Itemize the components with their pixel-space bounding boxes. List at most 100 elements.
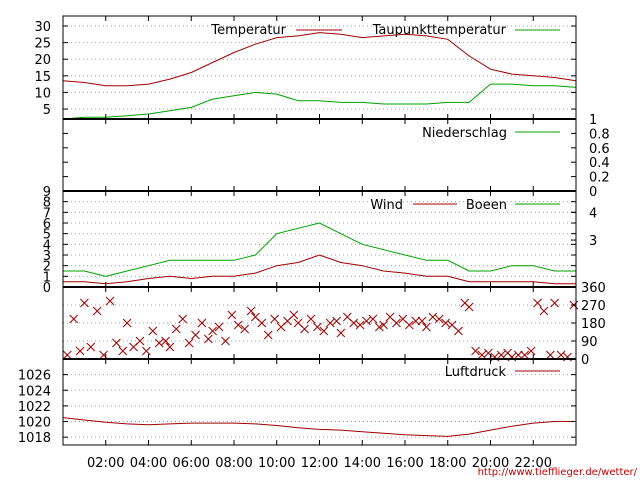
wind-direction-point [233, 320, 243, 330]
wind-direction-point [520, 350, 530, 360]
y-tick-label-wind: 3 [43, 249, 51, 264]
wind-direction-point [404, 320, 414, 330]
wind-direction-point [374, 322, 384, 332]
legend-label-wind: Wind [370, 198, 403, 213]
y2-tick-label-wind-direction: 90 [581, 335, 598, 350]
y2-tick-label-wind-direction: 360 [581, 281, 606, 296]
x-tick-label: 20:00 [472, 456, 509, 471]
wind-direction-point [550, 298, 559, 308]
wind-direction-point [545, 350, 555, 360]
y2-tick-label-wind: 4 [589, 206, 597, 221]
y2-tick-label-wind-direction: 270 [581, 299, 606, 314]
legend-niederschlag: Niederschlag [422, 126, 560, 141]
y-tick-label-wind: 8 [43, 196, 51, 211]
wind-direction-point [257, 318, 267, 328]
y-tick-label-pressure: 1020 [18, 416, 51, 431]
wind-direction-point [122, 318, 132, 328]
wind-direction-point [214, 322, 224, 332]
wind-direction-point [464, 302, 474, 312]
wind-direction-point [135, 336, 145, 346]
source-credit: http://www.tiefflieger.de/wetter/ [478, 467, 638, 478]
axis-layer: 5101520253000.20.40.60.81012345678934090… [18, 15, 610, 471]
wind-direction-point [392, 318, 401, 328]
y-tick-label-pressure: 1022 [18, 400, 51, 415]
wind-direction-point [362, 316, 371, 326]
y-tick-label-temperature: 10 [34, 86, 51, 101]
y2-tick-label-precipitation: 0.4 [589, 156, 610, 171]
wind-direction-point [263, 330, 273, 340]
wind-direction-point [105, 296, 115, 306]
y-tick-label-wind: 9 [43, 185, 51, 200]
wind-direction-point [313, 322, 322, 332]
y-tick-label-temperature: 25 [34, 37, 51, 52]
x-tick-label: 06:00 [173, 456, 210, 471]
y-tick-label-temperature: 30 [34, 20, 51, 35]
wind-direction-point [336, 328, 346, 338]
grid-layer [63, 25, 576, 438]
wind-direction-point [556, 350, 566, 360]
y-tick-label-pressure: 1026 [18, 369, 51, 384]
legend-temperatur: Temperatur [210, 23, 342, 38]
wind-direction-point [434, 314, 444, 324]
wind-direction-point [513, 350, 523, 360]
wind-direction-point [80, 298, 89, 308]
y-tick-label-wind: 7 [43, 206, 51, 221]
legend-label-luftdruck: Luftdruck [445, 365, 507, 380]
wind-direction-point [221, 336, 230, 346]
y-tick-label-temperature: 20 [34, 53, 51, 68]
y-tick-label-temperature: 5 [43, 103, 51, 118]
y2-tick-label-precipitation: 0.2 [589, 171, 610, 186]
wind-direction-point [289, 310, 299, 320]
legend-taupunkttemperatur: Taupunkttemperatur [372, 23, 560, 38]
y2-tick-label-wind-direction: 180 [581, 317, 606, 332]
wind-direction-point [411, 316, 421, 326]
x-tick-label: 22:00 [515, 456, 552, 471]
wind-direction-point [300, 324, 309, 334]
y2-tick-label-precipitation: 0.6 [589, 142, 610, 157]
y-tick-label-temperature: 15 [34, 70, 51, 85]
wind-direction-point [75, 346, 85, 356]
wind-direction-point [368, 314, 378, 324]
wind-direction-point [441, 318, 450, 328]
y-tick-label-wind: 5 [43, 228, 51, 243]
plot-frame [62, 15, 577, 446]
wind-direction-point [184, 338, 194, 348]
legend-label-niederschlag: Niederschlag [422, 126, 507, 141]
wind-direction-point [165, 342, 175, 352]
x-tick-label: 14:00 [344, 456, 381, 471]
wind-direction-point [428, 312, 438, 322]
x-tick-label: 08:00 [215, 456, 252, 471]
wind-direction-point [203, 334, 213, 344]
wind-direction-point [332, 316, 341, 326]
wind-direction-point [148, 326, 158, 336]
y-tick-label-pressure: 1024 [18, 384, 51, 399]
legend-label-temperatur: Temperatur [210, 23, 286, 38]
wind-direction-point [178, 314, 188, 324]
wind-direction-point [197, 318, 207, 328]
wind-direction-point [191, 330, 200, 340]
series-line-taupunkttemperatur [62, 83, 577, 120]
wind-direction-point [227, 310, 237, 320]
series-line-wind [63, 254, 576, 285]
legend-luftdruck: Luftdruck [445, 365, 560, 380]
x-tick-label: 16:00 [386, 456, 423, 471]
wind-direction-point [306, 314, 316, 324]
wind-direction-point [417, 316, 427, 326]
wind-direction-point [379, 320, 388, 330]
wind-direction-point [422, 322, 431, 332]
legend-label-taupunkttemperatur: Taupunkttemperatur [372, 23, 507, 38]
y-tick-label-wind: 0 [43, 281, 51, 296]
wind-direction-point [69, 314, 79, 324]
wind-direction-point [349, 318, 359, 328]
wind-direction-point [112, 338, 121, 348]
wind-direction-point [526, 346, 536, 356]
wind-direction-point [62, 350, 72, 360]
legend-wind: Wind [370, 198, 457, 213]
wind-direction-point [86, 342, 96, 352]
wind-direction-point [477, 350, 487, 360]
y-tick-label-wind: 4 [43, 238, 51, 253]
legend-boeen: Boeen [466, 198, 560, 213]
wind-direction-point [118, 346, 128, 356]
wind-direction-point [454, 326, 463, 336]
wind-direction-point [539, 306, 549, 316]
